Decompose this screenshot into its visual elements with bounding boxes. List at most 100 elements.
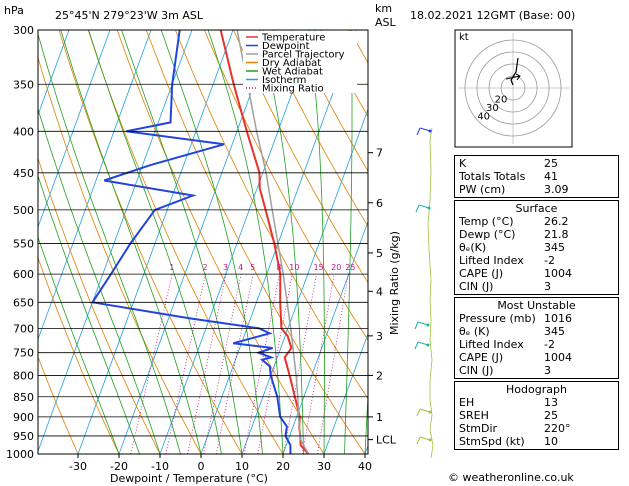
mixing-ratio-labels: 1 2 3 4 5 8 10 15 20 25 — [169, 263, 355, 272]
storm-motion-arrow — [505, 73, 521, 81]
hodograph-ring-label: 30 — [486, 103, 499, 114]
dry-adiabat-line — [262, 30, 368, 228]
mixing-ratio-label: 1 — [169, 263, 174, 272]
index-label: CAPE (J) — [459, 267, 504, 280]
isotherm-line — [200, 30, 357, 454]
index-label: Lifted Index — [459, 338, 524, 351]
mixing-ratio-line — [243, 274, 280, 454]
hodograph-ring-label: 20 — [495, 94, 508, 105]
pressure-tick-label: 450 — [13, 167, 34, 180]
profile-lines — [90, 30, 310, 454]
index-row: CIN (J) 3 — [459, 364, 614, 377]
pressure-tick-label: 650 — [13, 296, 34, 309]
mixing-ratio-line — [316, 274, 349, 454]
index-value: 1004 — [544, 351, 572, 364]
index-value: -2 — [544, 254, 555, 267]
index-label: Dewp (°C) — [459, 228, 516, 241]
pressure-tick-label: 750 — [13, 347, 34, 360]
index-value: 3 — [544, 364, 551, 377]
surface-block: Surface Temp (°C) 26.2 Dewp (°C) 21.8 θₑ(K) 3… — [454, 200, 619, 295]
datetime-title: 18.02.2021 12GMT (Base: 00) — [410, 9, 575, 22]
credit-text: © weatheronline.co.uk — [448, 471, 574, 484]
index-value: 1004 — [544, 267, 572, 280]
isotherm-line — [38, 30, 152, 341]
index-row: EH 13 — [459, 396, 614, 409]
x-tick-label: 30 — [317, 460, 331, 473]
mixing-ratio-line — [187, 274, 227, 454]
dry-adiabat-line — [204, 30, 368, 341]
index-value: 21.8 — [544, 228, 569, 241]
index-row: StmDir 220° — [459, 422, 614, 435]
legend-label: Parcel Trajectory — [262, 50, 345, 61]
index-label: CIN (J) — [459, 364, 494, 377]
dry-adiabat-line — [291, 30, 368, 172]
mixing-ratio-label: 10 — [289, 263, 299, 272]
km-tick-label: 3 — [376, 330, 383, 343]
indices-panel: K 25 Totals Totals 41 PW (cm) 3.09 Surface Te… — [454, 155, 619, 452]
index-value: 345 — [544, 325, 565, 338]
index-label: SREH — [459, 409, 489, 422]
km-tick-label: 6 — [376, 197, 383, 210]
index-row: K 25 — [459, 157, 614, 170]
index-label: StmSpd (kt) — [459, 435, 525, 448]
mixing-ratio-label: 15 — [313, 263, 323, 272]
km-tick-label: 5 — [376, 247, 383, 260]
index-value: 220° — [544, 422, 571, 435]
asl-label: ASL — [375, 16, 397, 29]
isotherm-line — [282, 220, 368, 454]
dry-adiabat-line — [87, 30, 284, 454]
mixing-ratio-line — [215, 274, 254, 454]
index-label: StmDir — [459, 422, 498, 435]
mixing-ratio-line — [257, 274, 293, 454]
index-value: 13 — [544, 396, 558, 409]
most-unstable-title: Most Unstable — [497, 299, 576, 312]
index-value: -2 — [544, 338, 555, 351]
index-label: K — [459, 157, 467, 170]
pressure-tick-label: 350 — [13, 78, 34, 91]
isotherm-line — [38, 30, 111, 229]
index-label: CAPE (J) — [459, 351, 504, 364]
mixing-ratio-line — [283, 274, 317, 454]
index-row: Temp (°C) 26.2 — [459, 215, 614, 228]
series-dewpoint — [90, 30, 292, 454]
wet-adiabat-line — [344, 30, 353, 454]
wet-adiabat-line — [38, 107, 161, 454]
mixing-ratio-line — [301, 274, 335, 454]
index-row: Totals Totals 41 — [459, 170, 614, 183]
index-row: CAPE (J) 1004 — [459, 267, 614, 280]
pressure-tick-label: 900 — [13, 411, 34, 424]
wind-barb-flag — [416, 127, 421, 136]
wind-barb — [419, 408, 431, 413]
index-value: 10 — [544, 435, 558, 448]
x-tick-label: -10 — [151, 460, 169, 473]
x-axis-label: Dewpoint / Temperature (°C) — [110, 472, 268, 485]
wind-barb-flag — [414, 321, 419, 330]
index-value: 26.2 — [544, 215, 569, 228]
mixing-ratio-label: 25 — [345, 263, 355, 272]
hodograph-block: Hodograph EH 13 SREH 25 StmDir 220° StmSpd (kt… — [454, 381, 619, 450]
index-value: 25 — [544, 157, 558, 170]
km-tick-label: LCL — [376, 434, 397, 447]
index-row: CAPE (J) 1004 — [459, 351, 614, 364]
legend-label: Dewpoint — [262, 41, 310, 52]
most-unstable-block: Most Unstable Pressure (mb) 1016 θₑ (K) 345… — [454, 297, 619, 379]
isotherm-line — [38, 30, 193, 453]
index-row: Lifted Index -2 — [459, 338, 614, 351]
x-tick-label: -30 — [69, 460, 87, 473]
dry-adiabat-line — [38, 355, 79, 454]
isotherm-line — [159, 30, 316, 454]
index-value: 345 — [544, 241, 565, 254]
axes: 3003504004505005506006507007508008509009… — [6, 24, 397, 473]
mixing-ratio-line — [130, 274, 173, 454]
index-label: θₑ (K) — [459, 325, 490, 338]
index-row: StmSpd (kt) 10 — [459, 435, 614, 448]
hodograph-title: Hodograph — [506, 383, 567, 396]
isotherm-line — [241, 108, 368, 454]
isotherm-line — [77, 30, 234, 454]
legend-label: Mixing Ratio — [262, 84, 324, 95]
index-row: θₑ (K) 345 — [459, 325, 614, 338]
mixing-ratio-label: 8 — [276, 263, 281, 272]
legend-box — [243, 31, 357, 93]
